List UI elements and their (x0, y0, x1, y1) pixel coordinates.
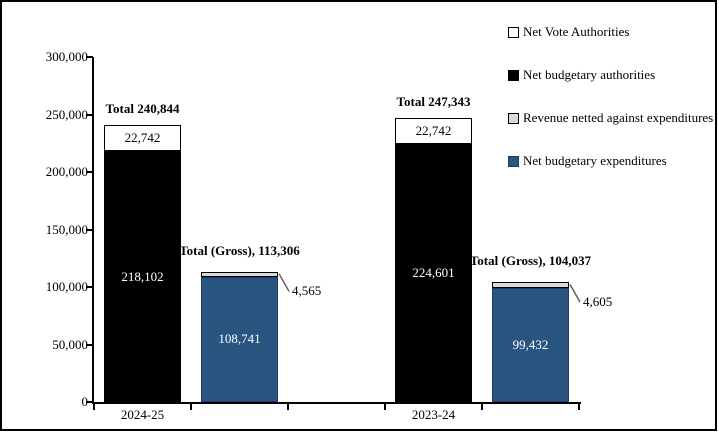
x-axis-tick (93, 404, 95, 410)
legend-swatch-icon (508, 26, 519, 38)
x-axis-tick (287, 404, 289, 410)
plot-area: 0 50,000 100,000 150,000 200,000 250,000 300,0… (2, 2, 717, 429)
y-axis (92, 57, 94, 404)
bar-segment-net-vote-authorities (104, 125, 181, 152)
x-axis-category-label: 2023-24 (411, 407, 456, 422)
bar-total-label: Total (Gross), 113,306 (179, 242, 300, 258)
legend-label: Net budgetary expenditures (523, 153, 667, 168)
y-axis-tick-label: 50,000 (52, 336, 88, 352)
bar-segment-revenue-netted-against-expenditures (201, 271, 278, 277)
bar-value-label: 224,601 (412, 264, 455, 280)
bar-value-label: 99,432 (512, 336, 549, 352)
y-axis-tick (86, 228, 93, 231)
x-axis-category-label: 2024-25 (120, 407, 165, 422)
x-axis-tick (481, 404, 483, 410)
y-axis-tick (86, 113, 93, 116)
bar-total-label: Total 247,343 (396, 93, 471, 109)
bar-value-label: 22,742 (124, 130, 161, 146)
callout-value-label: 4,565 (292, 283, 322, 299)
bar-total-label: Total (Gross), 104,037 (469, 253, 592, 269)
y-axis-tick-label: 0 (81, 394, 89, 409)
x-axis-tick (190, 404, 192, 410)
bar-value-label: 22,742 (415, 122, 452, 138)
y-axis-tick (86, 171, 93, 173)
bar-segment-net-budgetary-authorities (395, 143, 472, 402)
legend-swatch-icon (508, 69, 519, 81)
callout-value-label: 4,605 (583, 294, 613, 309)
y-axis-tick (86, 401, 93, 403)
y-axis-tick (86, 343, 93, 346)
legend-swatch-icon (508, 112, 519, 124)
x-axis (92, 402, 581, 404)
bar-value-label: 218,102 (121, 268, 164, 284)
bar-segment-net-budgetary-expenditures (492, 287, 569, 402)
bar-segment-revenue-netted-against-expenditures (492, 282, 569, 288)
legend-item-net-budgetary-authorities: Net budgetary authorities (508, 67, 655, 83)
legend-item-revenue-netted-against-expenditures: Revenue netted against expenditures (508, 110, 713, 126)
y-axis-tick (86, 56, 93, 58)
bar-segment-net-budgetary-authorities (104, 151, 181, 402)
x-axis-tick (578, 404, 580, 410)
y-axis-tick-label: 250,000 (45, 106, 88, 122)
x-axis-tick (384, 404, 386, 410)
y-axis-tick-label: 150,000 (45, 221, 88, 237)
bar-segment-net-budgetary-expenditures (201, 276, 278, 402)
y-axis-tick (86, 286, 93, 288)
y-axis-tick-label: 200,000 (45, 164, 88, 179)
legend-item-net-budgetary-expenditures: Net budgetary expenditures (508, 153, 667, 169)
bar-segment-net-vote-authorities (395, 117, 472, 144)
legend-swatch-icon (508, 155, 519, 167)
legend-item-net-vote-authorities: Net Vote Authorities (508, 24, 629, 40)
legend-label: Revenue netted against expenditures (523, 110, 714, 125)
bar-total-label: Total 240,844 (105, 101, 180, 117)
legend-label: Net Vote Authorities (523, 24, 630, 39)
y-axis-tick-label: 300,000 (45, 49, 88, 64)
bar-value-label: 108,741 (218, 331, 261, 347)
legend-label: Net budgetary authorities (523, 67, 656, 82)
y-axis-tick-label: 100,000 (45, 279, 88, 294)
